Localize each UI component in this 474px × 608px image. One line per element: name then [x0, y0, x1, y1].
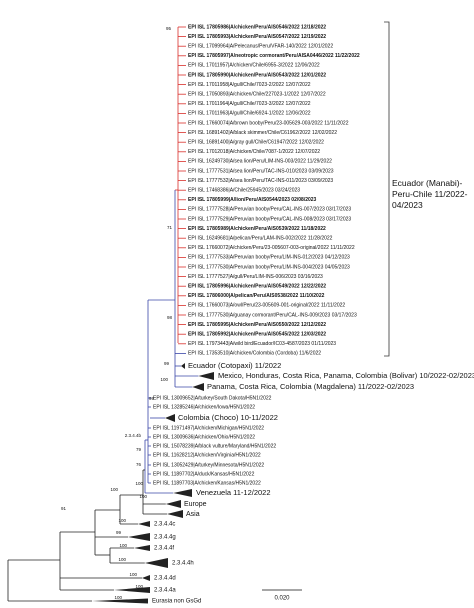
support-value: 99 [116, 530, 122, 535]
leaf-label: EPI ISL 16891400|A/gray gull/Chile/C6194… [188, 140, 324, 146]
leaf-label: EPI ISL 17468386|A/Chile/25945/2023 03/2… [188, 188, 300, 194]
leaf-label: EPI ISL 17777530|A/guanay cormorant/Peru… [188, 312, 357, 318]
leaf-label: EPI ISL 17777530|A/Peruvian booby/Peru/L… [188, 264, 350, 270]
support-value: 100 [110, 487, 118, 492]
collapsed-clade [165, 500, 181, 508]
leaf-label: EPI ISL 13285246|A/chicken/Iowa/H5N1/202… [153, 404, 255, 410]
clade-label: Mexico, Honduras, Costa Rica, Panama, Co… [218, 371, 474, 380]
leaf-label: EPI ISL 15078239|A/black vulture/Marylan… [153, 443, 276, 449]
support-value: 100 [114, 595, 122, 600]
leaf-label: EPI ISL 11971497|A/chicken/Michigan/H5N1… [153, 425, 264, 431]
collapsed-clade [92, 598, 148, 604]
support-value: 99 [149, 396, 155, 401]
support-value: 100 [118, 557, 126, 562]
support-value: 100 [118, 518, 126, 523]
support-value: 100 [160, 377, 168, 382]
collapsed-clade [192, 383, 204, 391]
leaf-label: EPI ISL 11897703|A/chicken/Kansas/H5N1/2… [153, 480, 261, 486]
leaf-label: EPI ISL 11628212|A/chicken/Virginia/H5N1… [153, 452, 261, 458]
clade-label: 2.3.4.4g [154, 535, 176, 541]
leaf-label: EPI ISL 17353510|A/chicken/Colombia (Cor… [188, 351, 321, 357]
leaf-label: EPI ISL 11897702|A/duck/Kansas/H5N1/2022 [153, 471, 255, 477]
leaf-label: EPI ISL 17777533|A/Peruvian booby/Peru/L… [188, 255, 350, 261]
leaf-label: EPI ISL 13052429|A/turkey/Minnesota/H5N1… [153, 462, 264, 468]
clade-label: 2.3.4.4f [154, 546, 174, 552]
leaf-label: EPI ISL 17806000|A/pelican/Peru/AIS0538/… [188, 293, 325, 299]
collapsed-clade [134, 545, 150, 551]
clade-label: Europe [184, 501, 207, 508]
clade-label: 2.3.4.4d [154, 576, 176, 582]
leaf-label: EPI ISL 17660072|A/chicken/Peru/23-00560… [188, 245, 355, 251]
clade-label: Ecuador (Cotopaxi) 11/2022 [188, 361, 281, 370]
support-value: 91 [61, 506, 67, 511]
leaf-label: EPI ISL 17660074|A/brown booby/Peru/23-0… [188, 120, 349, 126]
clade-label: 2.3.4.4c [154, 522, 175, 528]
collapsed-clade [165, 414, 175, 422]
support-value: 95 [166, 26, 172, 31]
leaf-label: EPI ISL 17099964|A/Pelecanus/Peru/VFAR-1… [188, 44, 333, 50]
support-value: 100 [135, 584, 143, 589]
leaf-label: EPI ISL 17660073|A/owl/Peru/23-005609-00… [188, 303, 345, 309]
leaf-label: EPI ISL 17777528|A/Peruvian booby/Peru/C… [188, 207, 351, 213]
leaf-label: EPI ISL 17805996|A/chicken/Peru/AIS0549/… [188, 284, 326, 290]
bracket-label: Ecuador (Manabi)-Peru-Chile 11/2022-04/2… [392, 178, 468, 210]
leaf-label: EPI ISL 17805992|A/chicken/Peru/AIS0545/… [188, 332, 326, 338]
clade-label: Venezuela 11-12/2022 [196, 488, 271, 497]
clade-label: 2.3.4.4a [154, 588, 176, 594]
leaf-label: EPI ISL 17011957|A/chicken/Chile/6955-3/… [188, 63, 320, 69]
clade-label: Panama, Costa Rica, Colombia (Magdalena)… [207, 382, 414, 391]
leaf-label: EPI ISL 17011958|A/gull/Chile/7023-2/202… [188, 82, 311, 88]
leaf-label: EPI ISL 17805999|A/lion/Peru/AIS0544/202… [188, 197, 317, 203]
leaf-label: EPI ISL 17805990|A/chicken/Peru/AIS0543/… [188, 72, 326, 78]
support-value: 100 [135, 481, 143, 486]
leaf-label: EPI ISL 17777531|A/sea lion/Peru/TAC-INS… [188, 168, 334, 174]
leaf-label: EPI ISL 17777529|A/Peruvian booby/Peru/C… [188, 216, 351, 222]
leaf-label: EPI ISL 17805986|A/chicken/Peru/AIS0546/… [188, 24, 326, 30]
leaf-label: EPI ISL 16891402|A/black skimmer/Chile/C… [188, 130, 337, 136]
leaf-label: EPI ISL 17011963|A/gull/Chile/6924-1/202… [188, 111, 311, 117]
clade-label: Colombia (Choco) 10-11/2022 [178, 413, 278, 422]
support-value: 76 [136, 462, 142, 467]
leaf-label: EPI ISL 16249730|A/sea lion/Peru/LIM-INS… [188, 159, 332, 165]
clade-label: 2.3.4.4h [172, 561, 194, 567]
collapsed-clade [198, 372, 214, 380]
collapsed-clade [173, 489, 192, 497]
leaf-label: EPI ISL 17805993|A/chicken/Peru/AIS0547/… [188, 34, 326, 40]
collapsed-clade [114, 587, 150, 593]
scale-bar-label: 0.020 [274, 596, 290, 602]
clade-label: Eurasia non GsGd [152, 599, 201, 605]
support-value: 100 [139, 494, 147, 499]
collapsed-clade [142, 575, 150, 581]
support-value: 100 [129, 572, 137, 577]
leaf-label: EPI ISL 13009652|A/turkey/South Dakota/H… [153, 395, 272, 401]
leaf-label: EPI ISL 17777532|A/sea lion/Peru/TAC-INS… [188, 178, 333, 184]
leaf-label: EPI ISL 17805997|A/neotropic cormorant/P… [188, 53, 360, 59]
collapsed-clade [181, 363, 185, 369]
leaf-label: EPI ISL 17011964|A/gull/Chile/7023-3/202… [188, 101, 311, 107]
support-value: 79 [136, 447, 142, 452]
support-value: 99 [164, 361, 170, 366]
collapsed-clade [128, 533, 150, 541]
leaf-label: EPI ISL 13009636|A/chicken/Ohio/H5N1/202… [153, 434, 255, 440]
leaf-label: EPI ISL 16249681|A/pelican/Peru/LAM-INS-… [188, 236, 333, 242]
leaf-label: EPI ISL 17973443|A/wild bird/Ecuador/IC0… [188, 341, 336, 347]
collapsed-clade [167, 510, 183, 518]
support-value: 98 [167, 315, 173, 320]
support-value: 71 [167, 225, 173, 230]
collapsed-clade [138, 521, 150, 527]
clade-label: Asia [186, 511, 200, 518]
clade-bracket [384, 21, 390, 357]
leaf-label: EPI ISL 17012018|A/chicken/Chile/7087-1/… [188, 149, 320, 155]
support-value: 100 [119, 543, 127, 548]
leaf-label: EPI ISL 17805995|A/chicken/Peru/AIS0550/… [188, 322, 326, 328]
leaf-label: EPI ISL 17050893|A/chicken/Chile/227023-… [188, 92, 326, 98]
collapsed-clade [144, 558, 168, 568]
support-value: 2.3.4.4b [125, 433, 142, 438]
leaf-label: EPI ISL 17777527|A/gull/Peru/LIM-INS-006… [188, 274, 323, 280]
leaf-label: EPI ISL 17805989|A/chicken/Peru/AIS0539/… [188, 226, 326, 232]
